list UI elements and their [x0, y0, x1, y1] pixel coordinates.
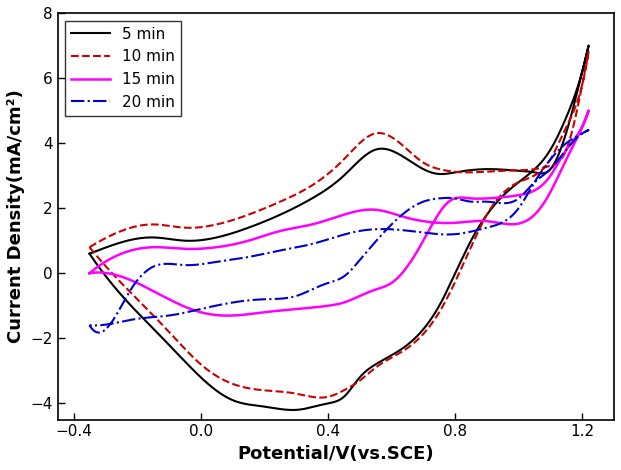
- 10 min: [86, 244, 93, 250]
- 15 min: [147, 244, 155, 250]
- X-axis label: Potential/V(vs.SCE): Potential/V(vs.SCE): [238, 445, 434, 463]
- 10 min: [447, 288, 455, 293]
- 5 min: [585, 43, 592, 48]
- Line: 5 min: 5 min: [89, 46, 589, 410]
- 15 min: [225, 313, 232, 319]
- 20 min: [94, 330, 102, 336]
- 10 min: [585, 49, 592, 55]
- Line: 20 min: 20 min: [89, 130, 589, 333]
- 15 min: [86, 270, 93, 276]
- 5 min: [86, 251, 93, 257]
- 10 min: [478, 223, 485, 228]
- 15 min: [478, 196, 485, 202]
- 20 min: [222, 301, 230, 306]
- 15 min: [326, 303, 333, 308]
- 5 min: [288, 407, 296, 413]
- 20 min: [502, 200, 510, 206]
- 10 min: [147, 222, 155, 227]
- Line: 15 min: 15 min: [89, 110, 589, 316]
- 5 min: [326, 400, 333, 406]
- 20 min: [446, 195, 453, 201]
- 20 min: [86, 322, 93, 328]
- 20 min: [585, 127, 592, 133]
- Line: 10 min: 10 min: [89, 52, 589, 398]
- 15 min: [504, 194, 511, 200]
- 10 min: [222, 378, 230, 384]
- 20 min: [476, 199, 484, 204]
- 5 min: [86, 251, 93, 257]
- 5 min: [504, 189, 511, 195]
- 5 min: [447, 280, 455, 285]
- 10 min: [504, 187, 511, 192]
- 20 min: [325, 280, 332, 286]
- Y-axis label: Current Density(mA/cm²): Current Density(mA/cm²): [7, 89, 25, 343]
- 10 min: [86, 244, 93, 250]
- 20 min: [148, 265, 156, 270]
- 15 min: [585, 108, 592, 113]
- Legend: 5 min, 10 min, 15 min, 20 min: 5 min, 10 min, 15 min, 20 min: [65, 21, 181, 116]
- 15 min: [86, 270, 93, 276]
- 10 min: [326, 393, 333, 399]
- 15 min: [222, 313, 230, 318]
- 20 min: [86, 322, 93, 328]
- 10 min: [317, 395, 325, 400]
- 15 min: [447, 197, 455, 203]
- 5 min: [147, 235, 155, 240]
- 5 min: [478, 220, 485, 226]
- 5 min: [222, 394, 230, 399]
